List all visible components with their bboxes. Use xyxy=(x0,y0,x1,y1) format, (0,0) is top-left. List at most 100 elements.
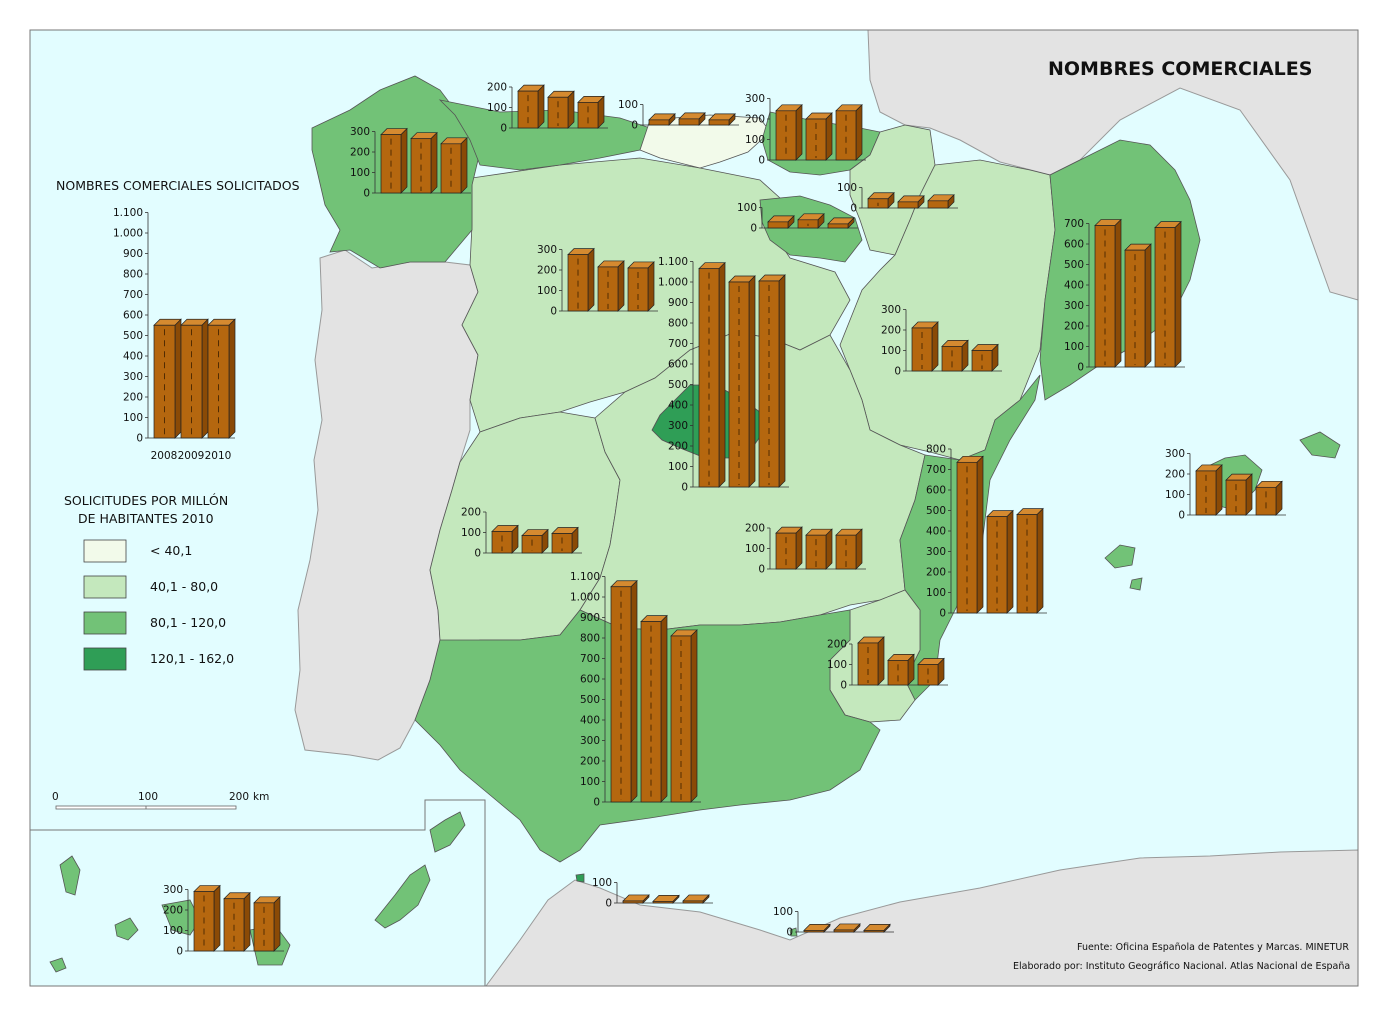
chart-navarra: 0 100 xyxy=(837,182,958,215)
tick-label: 0 xyxy=(550,306,557,318)
chart-andalucia: 0 100 200 300 400 500 600 700 800 900 1.000 1.100 xyxy=(570,571,701,809)
bar-extremadura-0 xyxy=(491,524,519,554)
chart-cataluna: 0 100 200 300 400 500 600 700 xyxy=(1064,218,1185,374)
bar-pais-vasco-2 xyxy=(835,103,863,161)
tick-label: 700 xyxy=(668,338,688,350)
tick-label: 500 xyxy=(580,694,600,706)
chart-national: 0 100 200 300 400 500 600 700 800 900 1.000 1.100 xyxy=(113,207,236,445)
bar-castilla-la-mancha-1 xyxy=(805,528,833,570)
tick-label: 200 xyxy=(123,392,143,404)
tick-label: 0 xyxy=(786,927,793,939)
tick-label: 600 xyxy=(1064,239,1084,251)
tick-label: 1.000 xyxy=(113,228,143,240)
tick-label: 700 xyxy=(580,653,600,665)
legend-swatch-2 xyxy=(83,611,127,635)
chart-castilla-y-leon: 0 100 200 300 xyxy=(537,244,658,318)
region-formentera xyxy=(1129,577,1143,591)
bar-national-0 xyxy=(153,318,182,439)
bar-andalucia-2 xyxy=(670,629,698,803)
bar-galicia-0 xyxy=(380,127,408,194)
tick-label: 500 xyxy=(123,330,143,342)
tick-label: 300 xyxy=(926,546,946,558)
tick-label: 0 xyxy=(474,548,481,560)
legend-swatch-1 xyxy=(83,575,127,599)
africa-land xyxy=(485,849,1359,987)
bar-navarra-2 xyxy=(927,193,955,209)
legend-label-2: 80,1 - 120,0 xyxy=(150,615,226,630)
tick-label: 200 xyxy=(745,523,765,535)
chart-pais-vasco: 0 100 200 300 xyxy=(745,93,866,167)
bar-pais-vasco-0 xyxy=(775,103,803,161)
tick-label: 200 xyxy=(487,82,507,94)
region-ceuta xyxy=(575,873,585,883)
scale-label-0: 0 xyxy=(52,791,59,803)
map-title: NOMBRES COMERCIALES xyxy=(1048,58,1312,80)
scale-bar: 0 100 200 km xyxy=(52,791,269,810)
tick-label: 500 xyxy=(1064,259,1084,271)
tick-label: 200 xyxy=(1165,469,1185,481)
tick-label: 100 xyxy=(618,99,638,111)
tick-label: 200 xyxy=(461,507,481,519)
bar-ceuta-0 xyxy=(622,894,650,904)
legend-title-line1: SOLICITUDES POR MILLÓN xyxy=(64,493,228,508)
bar-illes-balears-2 xyxy=(1255,480,1283,516)
tick-label: 300 xyxy=(881,304,901,316)
bar-castilla-y-leon-0 xyxy=(567,247,595,312)
legend-swatch-0 xyxy=(83,539,127,563)
chart-madrid: 0 100 200 300 400 500 600 700 800 900 1.000 1.100 xyxy=(658,256,789,494)
tick-label: 900 xyxy=(668,297,688,309)
chart-la-rioja: 0 100 xyxy=(737,202,858,235)
tick-label: 800 xyxy=(926,444,946,456)
tick-label: 1.100 xyxy=(658,256,688,268)
bar-andalucia-0 xyxy=(610,579,638,803)
year-label-2009: 2009 xyxy=(178,450,205,462)
bar-illes-balears-0 xyxy=(1195,464,1223,516)
bar-extremadura-2 xyxy=(551,526,579,554)
bar-comunitat-valenciana-0 xyxy=(956,455,984,614)
bar-galicia-1 xyxy=(410,131,438,194)
tick-label: 100 xyxy=(837,182,857,194)
tick-label: 200 xyxy=(537,265,557,277)
bar-la-rioja-0 xyxy=(767,215,795,229)
tick-label: 100 xyxy=(592,877,612,889)
scale-label-100: 100 xyxy=(138,791,158,803)
tick-label: 0 xyxy=(939,608,946,620)
tick-label: 200 xyxy=(881,325,901,337)
tick-label: 800 xyxy=(123,269,143,281)
tick-label: 300 xyxy=(1165,448,1185,460)
tick-label: 200 xyxy=(1064,321,1084,333)
tick-label: 300 xyxy=(745,93,765,105)
region-menorca xyxy=(1299,431,1341,459)
tick-label: 400 xyxy=(580,715,600,727)
tick-label: 0 xyxy=(758,155,765,167)
tick-label: 0 xyxy=(758,564,765,576)
tick-label: 600 xyxy=(926,485,946,497)
tick-label: 300 xyxy=(163,884,183,896)
bar-cantabria-1 xyxy=(678,112,706,126)
tick-label: 200 xyxy=(827,639,847,651)
bar-madrid-2 xyxy=(758,274,786,488)
bar-region-de-murcia-0 xyxy=(857,636,885,686)
tick-label: 400 xyxy=(668,400,688,412)
chart-castilla-la-mancha: 0 100 200 xyxy=(745,523,866,576)
chart-comunitat-valenciana: 0 100 200 300 400 500 600 700 800 xyxy=(926,444,1047,620)
tick-label: 200 xyxy=(745,114,765,126)
bar-melilla-1 xyxy=(833,923,861,933)
bar-melilla-0 xyxy=(803,923,831,933)
bar-cantabria-0 xyxy=(648,113,676,126)
tick-label: 100 xyxy=(1165,489,1185,501)
tick-label: 1.100 xyxy=(570,571,600,583)
legend-swatch-3 xyxy=(83,647,127,671)
bar-region-de-murcia-1 xyxy=(887,653,915,686)
tick-label: 1.000 xyxy=(658,277,688,289)
tick-label: 400 xyxy=(926,526,946,538)
bar-galicia-2 xyxy=(440,136,468,194)
tick-label: 800 xyxy=(668,318,688,330)
bar-pais-vasco-1 xyxy=(805,112,833,161)
tick-label: 100 xyxy=(537,285,557,297)
bar-asturias-0 xyxy=(517,84,545,129)
tick-label: 1.100 xyxy=(113,207,143,219)
chart-aragon: 0 100 200 300 xyxy=(881,304,1002,378)
